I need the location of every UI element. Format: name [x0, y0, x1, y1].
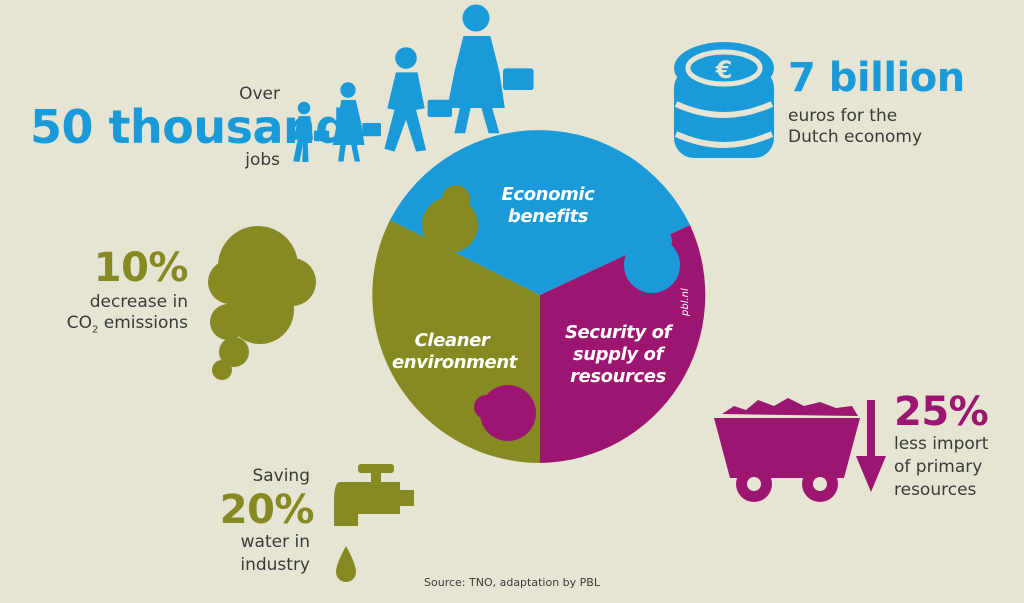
source-note: Source: TNO, adaptation by PBL: [424, 576, 600, 589]
imports-line1: less import: [894, 434, 989, 454]
imports-value: 25%: [894, 389, 989, 435]
co2-value: 10%: [93, 245, 189, 291]
water-line1: water in: [240, 532, 310, 552]
walking-person-icon: [293, 101, 330, 162]
water-pre-label: Saving: [252, 466, 310, 486]
economy-value: 7 billion: [788, 55, 965, 101]
watermark: pbl.nl: [680, 288, 691, 316]
puzzle-label-security: Security of supply of resources: [564, 322, 672, 387]
coin-stack-euro-icon: €: [674, 42, 774, 158]
puzzle-label-economic: Economic benefits: [501, 184, 595, 227]
svg-text:€: €: [715, 56, 733, 84]
walking-people-icon: [293, 4, 534, 162]
jobs-label: jobs: [245, 150, 280, 170]
smoke-cloud-icon: [208, 226, 316, 380]
down-arrow-icon: [856, 400, 886, 492]
puzzle-piece-economic: [390, 130, 690, 295]
water-tap-icon: [334, 464, 414, 582]
walking-person-icon: [384, 47, 453, 152]
puzzle-diagram: [372, 130, 706, 463]
walking-person-icon: [332, 82, 381, 162]
economy-line1: euros for the: [788, 106, 898, 126]
jobs-over-label: Over: [239, 84, 280, 104]
water-value: 20%: [219, 487, 315, 533]
jobs-value: 50 thousand: [30, 100, 348, 154]
imports-line3: resources: [894, 480, 977, 500]
mine-cart-icon: [714, 398, 860, 502]
co2-line1: decrease in: [89, 292, 188, 312]
walking-person-icon: [447, 4, 534, 134]
economy-line2: Dutch economy: [788, 127, 923, 147]
puzzle-label-cleaner: Cleaner environment: [392, 330, 517, 373]
imports-line2: of primary: [894, 457, 983, 477]
water-line2: industry: [240, 555, 310, 575]
co2-line2: CO2 emissions: [66, 313, 188, 336]
